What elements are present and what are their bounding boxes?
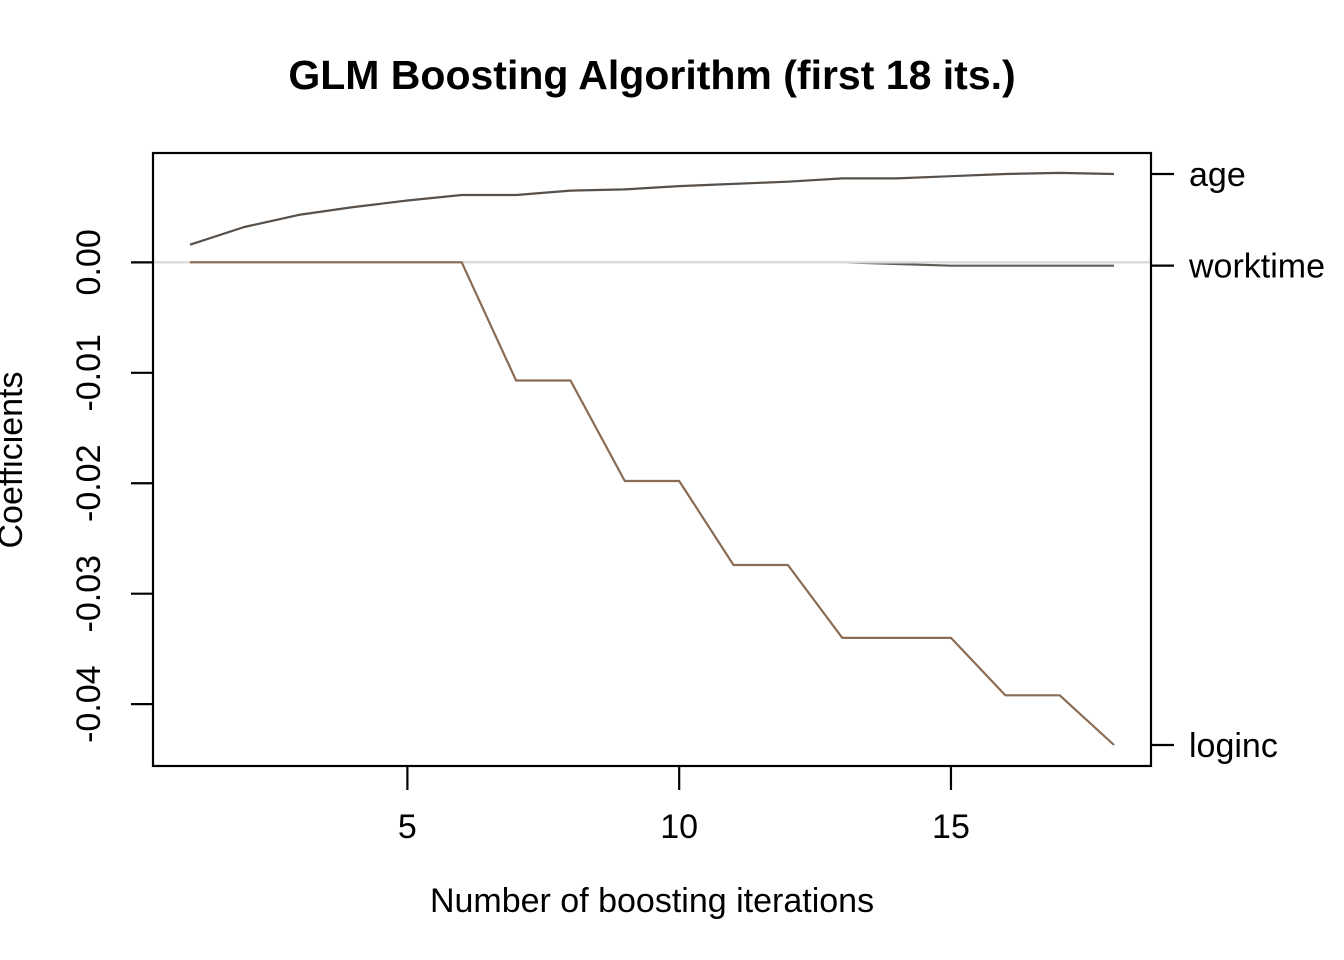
chart-title: GLM Boosting Algorithm (first 18 its.) — [288, 52, 1015, 98]
plot-area: 5 10 15 0.00 -0.01 -0.02 -0.03 -0.04 age worktime… — [70, 151, 1325, 846]
x-axis-title: Number of boosting iterations — [430, 882, 874, 920]
plot-border — [151, 151, 1153, 768]
x-axis-tick-label: 15 — [932, 808, 970, 846]
series-line-loginc — [190, 261, 1115, 746]
series-label-worktime: worktime — [1188, 248, 1325, 286]
series-label-age: age — [1189, 156, 1246, 194]
y-axis-tick-label: 0.00 — [70, 229, 108, 295]
y-axis-title: Coefficients — [0, 371, 30, 548]
x-axis-tick-label: 5 — [398, 808, 417, 846]
series-label-loginc: loginc — [1189, 727, 1278, 765]
y-axis-tick-label: -0.02 — [70, 444, 108, 521]
y-axis-tick-label: -0.03 — [70, 555, 108, 633]
series-line-age — [189, 171, 1115, 246]
y-axis-tick-label: -0.01 — [70, 334, 108, 412]
y-axis-tick-label: -0.04 — [70, 665, 108, 743]
x-axis-tick-label: 10 — [660, 808, 698, 846]
